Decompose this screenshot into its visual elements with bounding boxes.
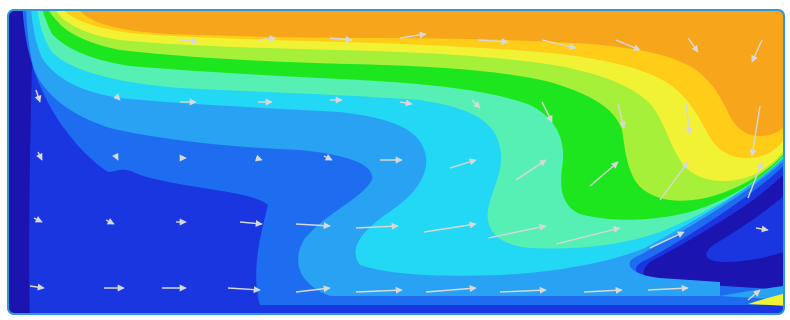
velocity-vectors bbox=[29, 31, 769, 301]
velocity-arrow bbox=[649, 231, 685, 249]
velocity-arrow bbox=[541, 39, 577, 50]
velocity-arrow bbox=[647, 284, 689, 292]
velocity-arrow bbox=[589, 161, 619, 187]
velocity-arrow bbox=[323, 154, 333, 161]
velocity-arrow bbox=[329, 35, 353, 43]
vortex-inner-blue bbox=[706, 190, 784, 262]
velocity-arrow bbox=[29, 283, 45, 291]
velocity-arrow bbox=[425, 285, 477, 293]
velocity-arrow bbox=[555, 226, 621, 245]
velocity-arrow bbox=[477, 38, 509, 46]
velocity-arrow bbox=[36, 151, 43, 161]
plot-border bbox=[7, 9, 785, 315]
contour-band-level11 bbox=[70, 10, 784, 136]
velocity-arrow bbox=[751, 39, 763, 63]
velocity-arrow bbox=[399, 99, 413, 107]
velocity-arrow bbox=[33, 216, 43, 223]
velocity-arrow bbox=[499, 286, 547, 294]
velocity-arrow bbox=[755, 225, 769, 233]
velocity-arrow bbox=[617, 103, 626, 129]
velocity-arrow bbox=[295, 285, 331, 293]
velocity-arrow bbox=[747, 289, 761, 301]
velocity-arrow bbox=[399, 31, 427, 39]
velocity-arrow bbox=[355, 286, 403, 294]
velocity-arrow bbox=[487, 223, 547, 239]
velocity-arrow bbox=[179, 37, 199, 45]
velocity-arrow bbox=[423, 221, 477, 233]
velocity-arrow bbox=[254, 154, 263, 162]
velocity-arrow bbox=[257, 35, 277, 43]
velocity-arrow bbox=[105, 218, 115, 225]
velocity-arrow bbox=[615, 39, 641, 51]
velocity-arrow bbox=[749, 105, 761, 157]
velocity-arrow bbox=[112, 152, 119, 161]
velocity-arrow bbox=[449, 158, 477, 169]
velocity-arrow bbox=[541, 101, 553, 123]
velocity-arrow bbox=[471, 99, 481, 109]
velocity-arrow bbox=[295, 222, 331, 230]
vortex-edge-yellow bbox=[748, 292, 784, 306]
velocity-arrow bbox=[687, 37, 699, 53]
velocity-arrow bbox=[34, 89, 42, 103]
velocity-arrow bbox=[227, 286, 261, 294]
velocity-arrow bbox=[515, 159, 547, 181]
velocity-arrow bbox=[113, 93, 121, 101]
velocity-arrow bbox=[355, 222, 399, 230]
left-wall-strip bbox=[8, 10, 22, 314]
velocity-arrow bbox=[747, 161, 763, 199]
velocity-arrow bbox=[583, 286, 623, 294]
velocity-arrow bbox=[685, 103, 693, 135]
velocity-arrow bbox=[659, 161, 689, 201]
velocity-arrow bbox=[239, 219, 263, 227]
